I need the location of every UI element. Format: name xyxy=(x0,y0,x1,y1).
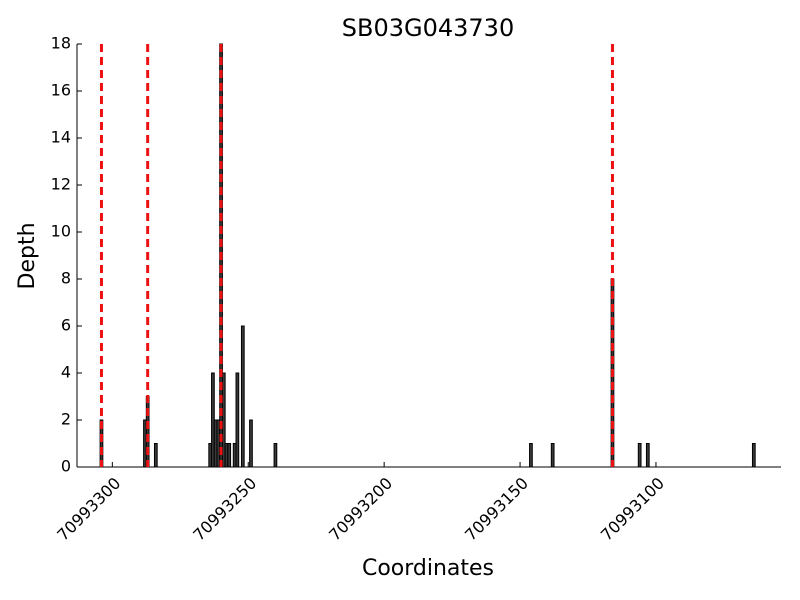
bar xyxy=(227,443,232,468)
y-axis-label: Depth xyxy=(15,222,40,289)
y-tick-label: 4 xyxy=(61,363,71,382)
bar xyxy=(637,443,642,468)
y-tick-label: 8 xyxy=(61,269,71,288)
y-tick-label: 16 xyxy=(51,81,71,100)
y-tick-label: 2 xyxy=(61,410,71,429)
y-tick-label: 0 xyxy=(61,457,71,476)
bar xyxy=(550,443,555,468)
y-tick-label: 18 xyxy=(51,34,71,53)
bar xyxy=(645,443,650,468)
x-axis-label: Coordinates xyxy=(362,556,494,581)
y-tick-label: 10 xyxy=(51,222,71,241)
bar xyxy=(751,443,756,468)
bar xyxy=(240,325,245,468)
y-tick-label: 14 xyxy=(51,128,71,147)
bar xyxy=(153,443,158,468)
bar xyxy=(145,396,150,468)
bar xyxy=(529,443,533,468)
chart-title: SB03G043730 xyxy=(342,14,514,42)
y-tick-label: 12 xyxy=(51,175,71,194)
bar xyxy=(221,372,226,468)
y-tick-label: 6 xyxy=(61,316,71,335)
bar xyxy=(249,419,253,468)
bar xyxy=(235,372,240,468)
bar xyxy=(273,443,278,468)
